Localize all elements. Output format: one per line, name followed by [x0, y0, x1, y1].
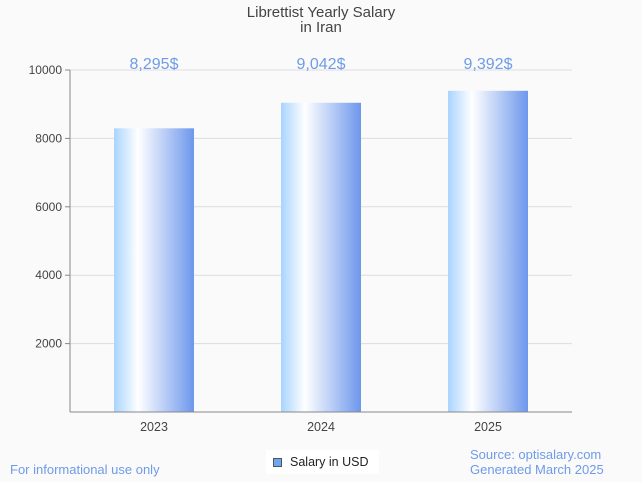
- y-tick-label: 6000: [35, 200, 62, 214]
- y-tick-label: 4000: [35, 268, 62, 282]
- legend: Salary in USD: [266, 450, 379, 474]
- bar-2025: [448, 90, 528, 412]
- y-tick-label: 8000: [35, 131, 62, 145]
- source-link[interactable]: Source: optisalary.com: [470, 447, 602, 462]
- x-tick-label: 2023: [140, 420, 168, 434]
- data-label: 9,392$: [464, 56, 513, 73]
- disclaimer: For informational use only: [10, 462, 160, 477]
- legend-label: Salary in USD: [290, 455, 369, 469]
- chart-title: Librettist Yearly Salary: [246, 4, 396, 21]
- data-label: 8,295$: [130, 56, 179, 73]
- x-tick-label: 2025: [474, 420, 502, 434]
- y-tick-label: 2000: [35, 337, 62, 351]
- bar-2024: [281, 102, 361, 412]
- bar-2023: [114, 128, 194, 412]
- y-tick-label: 10000: [29, 63, 63, 77]
- data-label: 9,042$: [297, 56, 346, 73]
- x-tick-label: 2024: [307, 420, 335, 434]
- chart-subtitle: in Iran: [300, 19, 342, 36]
- generated-date: Generated March 2025: [470, 462, 604, 477]
- legend-swatch: [273, 457, 282, 467]
